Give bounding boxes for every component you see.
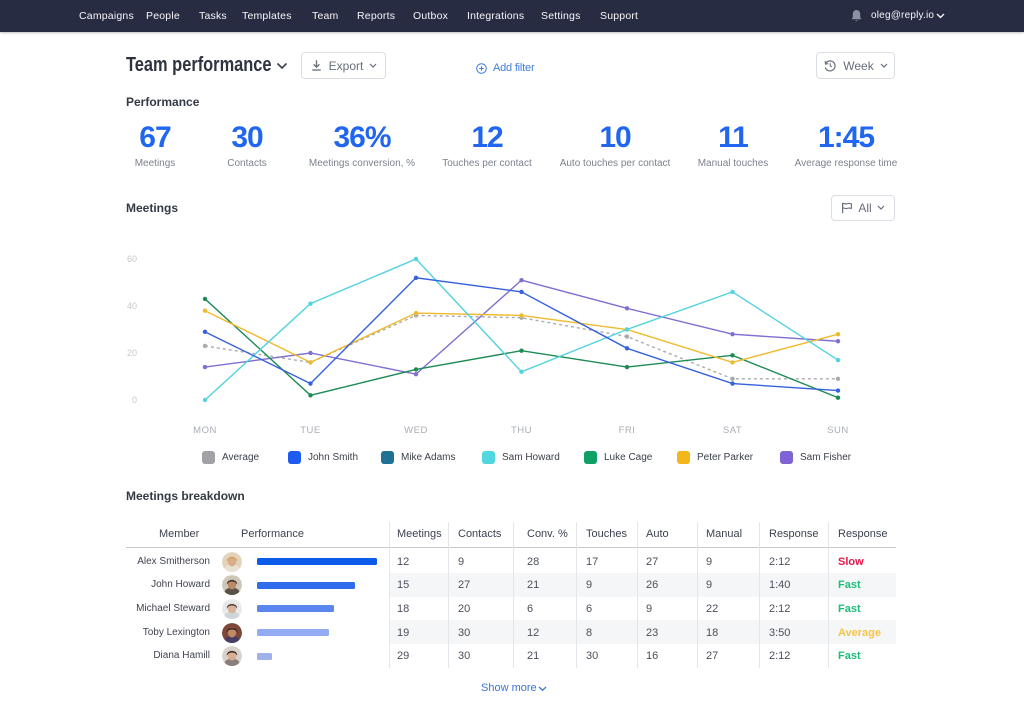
svg-text:TUE: TUE [300, 425, 321, 436]
svg-text:60: 60 [127, 254, 137, 264]
svg-text:SUN: SUN [827, 425, 849, 436]
svg-text:FRI: FRI [619, 425, 636, 436]
svg-text:0: 0 [132, 395, 137, 405]
svg-text:SAT: SAT [723, 425, 742, 436]
svg-text:MON: MON [193, 425, 217, 436]
svg-text:40: 40 [127, 301, 137, 311]
svg-text:20: 20 [127, 348, 137, 358]
svg-text:THU: THU [511, 425, 532, 436]
svg-text:WED: WED [404, 425, 428, 436]
